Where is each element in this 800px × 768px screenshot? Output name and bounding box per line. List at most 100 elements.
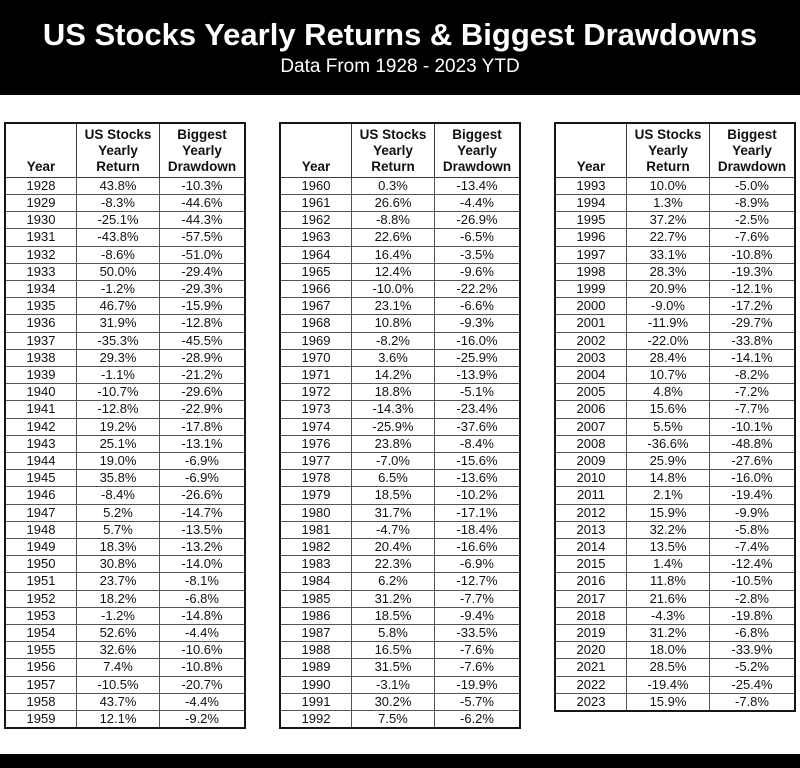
drawdown-cell: -4.4% (159, 692, 246, 712)
returns-table-1928-1959: Year US Stocks Yearly Return Biggest Yea… (4, 122, 246, 730)
column-header-drawdown: Biggest Yearly Drawdown (709, 122, 796, 178)
year-cell: 1973 (279, 400, 352, 419)
drawdown-cell: -19.3% (709, 262, 796, 281)
return-cell: -1.1% (76, 365, 160, 385)
table-row: 2000 -9.0% -17.2% (554, 297, 796, 316)
year-cell: 1942 (4, 417, 77, 436)
year-cell: 1981 (279, 520, 352, 540)
return-cell: 25.1% (76, 434, 160, 454)
drawdown-cell: -13.4% (434, 176, 521, 195)
year-cell: 2011 (554, 486, 627, 505)
table-row: 1938 29.3% -28.9% (4, 348, 246, 368)
table-row: 2021 28.5% -5.2% (554, 658, 796, 677)
header-row: Year US Stocks Yearly Return Biggest Yea… (4, 122, 246, 178)
year-cell: 1992 (279, 710, 352, 729)
table-row: 2006 15.6% -7.7% (554, 400, 796, 419)
return-cell: 1.4% (626, 555, 710, 574)
drawdown-cell: -5.8% (709, 520, 796, 540)
year-cell: 1932 (4, 245, 77, 264)
return-cell: 0.3% (351, 176, 435, 195)
drawdown-cell: -8.2% (709, 365, 796, 385)
year-cell: 1948 (4, 520, 77, 540)
year-cell: 1999 (554, 279, 627, 299)
column-header-year: Year (4, 122, 77, 178)
table-row: 1928 43.8% -10.3% (4, 176, 246, 195)
year-cell: 1972 (279, 383, 352, 402)
table-header: Year US Stocks Yearly Return Biggest Yea… (279, 122, 521, 178)
table-row: 1933 50.0% -29.4% (4, 262, 246, 281)
return-cell: -1.2% (76, 279, 160, 299)
return-cell: 11.8% (626, 572, 710, 591)
return-cell: 46.7% (76, 297, 160, 316)
return-cell: 1.3% (626, 193, 710, 213)
drawdown-cell: -19.9% (434, 675, 521, 694)
year-cell: 1940 (4, 383, 77, 402)
drawdown-cell: -2.5% (709, 211, 796, 230)
year-cell: 1958 (4, 692, 77, 712)
drawdown-cell: -5.2% (709, 658, 796, 677)
year-cell: 1998 (554, 262, 627, 281)
return-cell: 18.5% (351, 606, 435, 626)
return-cell: 31.7% (351, 503, 435, 522)
return-cell: 3.6% (351, 348, 435, 368)
table-body: 1993 10.0% -5.0% 1994 1.3% -8.9% 1995 37.2% -2.5… (554, 176, 796, 712)
year-cell: 1988 (279, 641, 352, 660)
year-cell: 2014 (554, 538, 627, 557)
drawdown-cell: -8.9% (709, 193, 796, 213)
year-cell: 2008 (554, 434, 627, 454)
drawdown-cell: -6.5% (434, 228, 521, 247)
table-row: 1955 32.6% -10.6% (4, 641, 246, 660)
return-cell: 19.2% (76, 417, 160, 436)
year-cell: 2022 (554, 675, 627, 694)
drawdown-cell: -13.5% (159, 520, 246, 540)
drawdown-cell: -13.9% (434, 365, 521, 385)
year-cell: 1928 (4, 176, 77, 195)
return-cell: 29.3% (76, 348, 160, 368)
return-cell: 18.2% (76, 589, 160, 608)
year-cell: 2020 (554, 641, 627, 660)
drawdown-cell: -6.9% (159, 469, 246, 488)
table-row: 1937 -35.3% -45.5% (4, 331, 246, 350)
return-cell: 52.6% (76, 624, 160, 643)
year-cell: 1934 (4, 279, 77, 299)
table-row: 1940 -10.7% -29.6% (4, 383, 246, 402)
table-row: 1980 31.7% -17.1% (279, 503, 521, 522)
table-row: 1986 18.5% -9.4% (279, 606, 521, 626)
table-row: 2016 11.8% -10.5% (554, 572, 796, 591)
year-cell: 1953 (4, 606, 77, 626)
table-row: 1929 -8.3% -44.6% (4, 193, 246, 213)
year-cell: 2017 (554, 589, 627, 608)
drawdown-cell: -16.0% (709, 469, 796, 488)
page-title: US Stocks Yearly Returns & Biggest Drawd… (42, 16, 758, 52)
year-cell: 1971 (279, 365, 352, 385)
table-row: 1941 -12.8% -22.9% (4, 400, 246, 419)
return-cell: 43.7% (76, 692, 160, 712)
table-row: 2015 1.4% -12.4% (554, 555, 796, 574)
year-cell: 2019 (554, 624, 627, 643)
year-cell: 1985 (279, 589, 352, 608)
drawdown-cell: -13.1% (159, 434, 246, 454)
drawdown-cell: -9.9% (709, 503, 796, 522)
year-cell: 2001 (554, 314, 627, 333)
table-row: 2001 -11.9% -29.7% (554, 314, 796, 333)
year-cell: 1990 (279, 675, 352, 694)
return-cell: 10.7% (626, 365, 710, 385)
header-row: Year US Stocks Yearly Return Biggest Yea… (279, 122, 521, 178)
year-cell: 2000 (554, 297, 627, 316)
table-row: 1954 52.6% -4.4% (4, 624, 246, 643)
return-cell: -3.1% (351, 675, 435, 694)
drawdown-cell: -2.8% (709, 589, 796, 608)
year-cell: 1986 (279, 606, 352, 626)
table-row: 2009 25.9% -27.6% (554, 452, 796, 471)
year-cell: 1964 (279, 245, 352, 264)
table-row: 2012 15.9% -9.9% (554, 503, 796, 522)
drawdown-cell: -6.8% (159, 589, 246, 608)
year-cell: 1976 (279, 434, 352, 454)
page-subtitle: Data From 1928 - 2023 YTD (280, 55, 520, 77)
column-header-return: US Stocks Yearly Return (351, 122, 435, 178)
drawdown-cell: -51.0% (159, 245, 246, 264)
return-cell: 2.1% (626, 486, 710, 505)
return-cell: 50.0% (76, 262, 160, 281)
table-row: 1977 -7.0% -15.6% (279, 452, 521, 471)
table-row: 2011 2.1% -19.4% (554, 486, 796, 505)
